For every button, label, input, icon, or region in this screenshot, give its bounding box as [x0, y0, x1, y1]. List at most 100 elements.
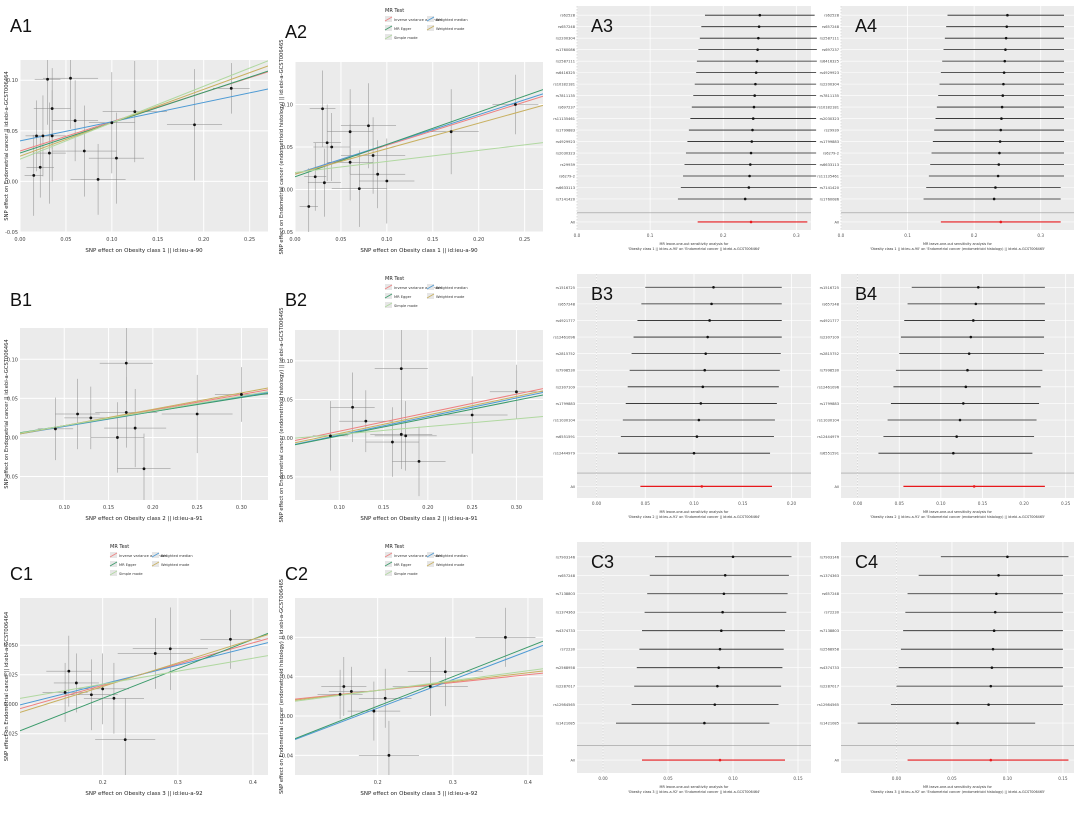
panel-label: A2 [285, 22, 308, 42]
estimate-point [710, 302, 713, 306]
y-axis-label: SNP effect on Endometrial cancer || id:e… [4, 611, 10, 761]
overall-estimate-point [972, 485, 976, 488]
overall-estimate-point [718, 758, 722, 762]
x-tick-label: 0.30 [511, 505, 522, 511]
panel-b1: 0.10 0.15 0.20 0.25 0.30 -0.05 0.00 0.05 0.10 SNP… [0, 268, 272, 536]
plot-background [20, 60, 268, 232]
x-tick-label: 0.25 [467, 505, 478, 511]
caption: MR leave-one-out sensitivity analysis fo… [660, 785, 729, 789]
estimate-point [720, 629, 723, 633]
x-tick-label: 0.10 [689, 501, 699, 506]
legend-key-line [384, 34, 393, 40]
regression-line [20, 70, 268, 154]
estimate-point [743, 197, 747, 201]
legend-key-line [384, 293, 393, 299]
snp-label: rs6416325 [556, 71, 575, 75]
legend-key-line [151, 561, 160, 567]
estimate-point [974, 302, 978, 306]
estimate-point [749, 151, 753, 155]
legend-key-line [384, 25, 393, 31]
y-tick-label: 0.050 [4, 643, 18, 649]
x-tick-label: 0.1 [647, 233, 654, 238]
caption-line-2: 'Obesity class 1 || id:ieu-a-90' on 'End… [870, 247, 1045, 251]
data-point [168, 647, 172, 651]
snp-label: rs657248 [558, 574, 576, 578]
snp-label: rs657248 [558, 25, 576, 29]
estimate-point [998, 140, 1002, 143]
x-tick-label: 0.15 [978, 501, 988, 506]
estimate-point [717, 666, 720, 669]
regression-line [295, 93, 543, 175]
panel-c3: 0.00 0.05 0.10 0.15 rs7903146 rs657248 rs71388… [553, 536, 817, 811]
y-tick-label: 0.10 [282, 359, 293, 365]
regression-line [20, 632, 268, 732]
caption: MR leave-one-out sensitivity analysis fo… [660, 510, 729, 514]
snp-label: rs62528 [824, 14, 839, 18]
regression-line [20, 634, 268, 713]
estimate-point [1000, 117, 1003, 120]
data-point [404, 434, 408, 438]
plot-background [577, 6, 811, 230]
caption: MR leave-one-out sensitivity analysis fo… [923, 242, 992, 246]
regression-line [20, 88, 268, 142]
x-tick-label: 0.10 [59, 505, 70, 511]
x-tick-label: 0.00 [592, 501, 602, 506]
snp-label: rs4929923 [820, 71, 839, 75]
snp-label: rs1374363 [556, 611, 575, 615]
panel-b2: 0.10 0.15 0.20 0.25 0.30 -0.05 0.00 0.05 0.10 SNP… [275, 268, 547, 536]
x-tick-label: 0.3 [793, 233, 800, 238]
estimate-point [993, 610, 997, 614]
x-tick-label: 0.15 [427, 237, 438, 243]
legend-entry: MR Egger [394, 295, 412, 299]
panel-a4: 0.0 0.1 0.2 0.3 rs62528 rs657248 rs2587111 rs69… [817, 0, 1080, 268]
legend-entry: Weighted mode [436, 27, 465, 31]
x-tick-label: 0.15 [1058, 776, 1068, 781]
x-axis-label: SNP effect on Obesity class 1 || id:ieu-… [360, 248, 478, 254]
snp-label: rs12984565 [817, 703, 839, 707]
y-tick-label: 0.08 [282, 635, 293, 641]
estimate-point [955, 435, 958, 438]
chart-b3: 0.00 0.05 0.10 0.15 0.20 rs1516725 rs657248 rs4… [553, 274, 811, 519]
x-tick-label: 0.10 [381, 237, 392, 243]
legend-key-line [151, 552, 160, 558]
snp-label: rs657248 [822, 592, 840, 596]
estimate-point [995, 592, 998, 596]
snp-label: rs1516725 [820, 286, 839, 290]
snp-label: rs1799883 [820, 140, 839, 144]
snp-label: rs12444979 [553, 452, 575, 456]
data-point [357, 187, 361, 191]
snp-label: rs6551591 [820, 452, 839, 456]
y-tick-label: 0.00 [7, 179, 18, 185]
panel-label: C3 [591, 552, 615, 572]
panel-label: B4 [855, 284, 878, 304]
estimate-point [991, 647, 995, 651]
legend-entry: Weighted median [436, 18, 468, 22]
legend-entry: Inverse variance weighted [394, 554, 442, 558]
x-tick-label: 0.20 [422, 505, 433, 511]
snp-label: rs2030323 [820, 117, 839, 121]
estimate-point [754, 82, 757, 86]
y-tick-label: 0.05 [282, 145, 293, 151]
estimate-point [697, 418, 701, 422]
data-point [153, 652, 157, 655]
estimate-point [757, 25, 761, 28]
data-point [349, 690, 353, 693]
x-tick-label: 0.10 [728, 776, 738, 781]
panel-b4: 0.00 0.05 0.10 0.15 0.20 0.25 rs1516725 rs65724… [817, 268, 1080, 536]
estimate-point [753, 94, 756, 97]
regression-line [295, 394, 543, 446]
snp-label: rs6279-2 [559, 175, 575, 179]
estimate-point [695, 435, 699, 438]
regression-line [20, 655, 268, 699]
data-point [89, 693, 93, 697]
x-tick-label: 0.20 [1019, 501, 1029, 506]
x-tick-label: 0.00 [289, 237, 300, 243]
estimate-point [757, 36, 760, 40]
data-point [101, 687, 105, 691]
data-layer [295, 330, 543, 497]
chart-a4: 0.0 0.1 0.2 0.3 rs62528 rs657248 rs2587111 rs69… [817, 6, 1074, 251]
estimate-point [750, 140, 754, 143]
